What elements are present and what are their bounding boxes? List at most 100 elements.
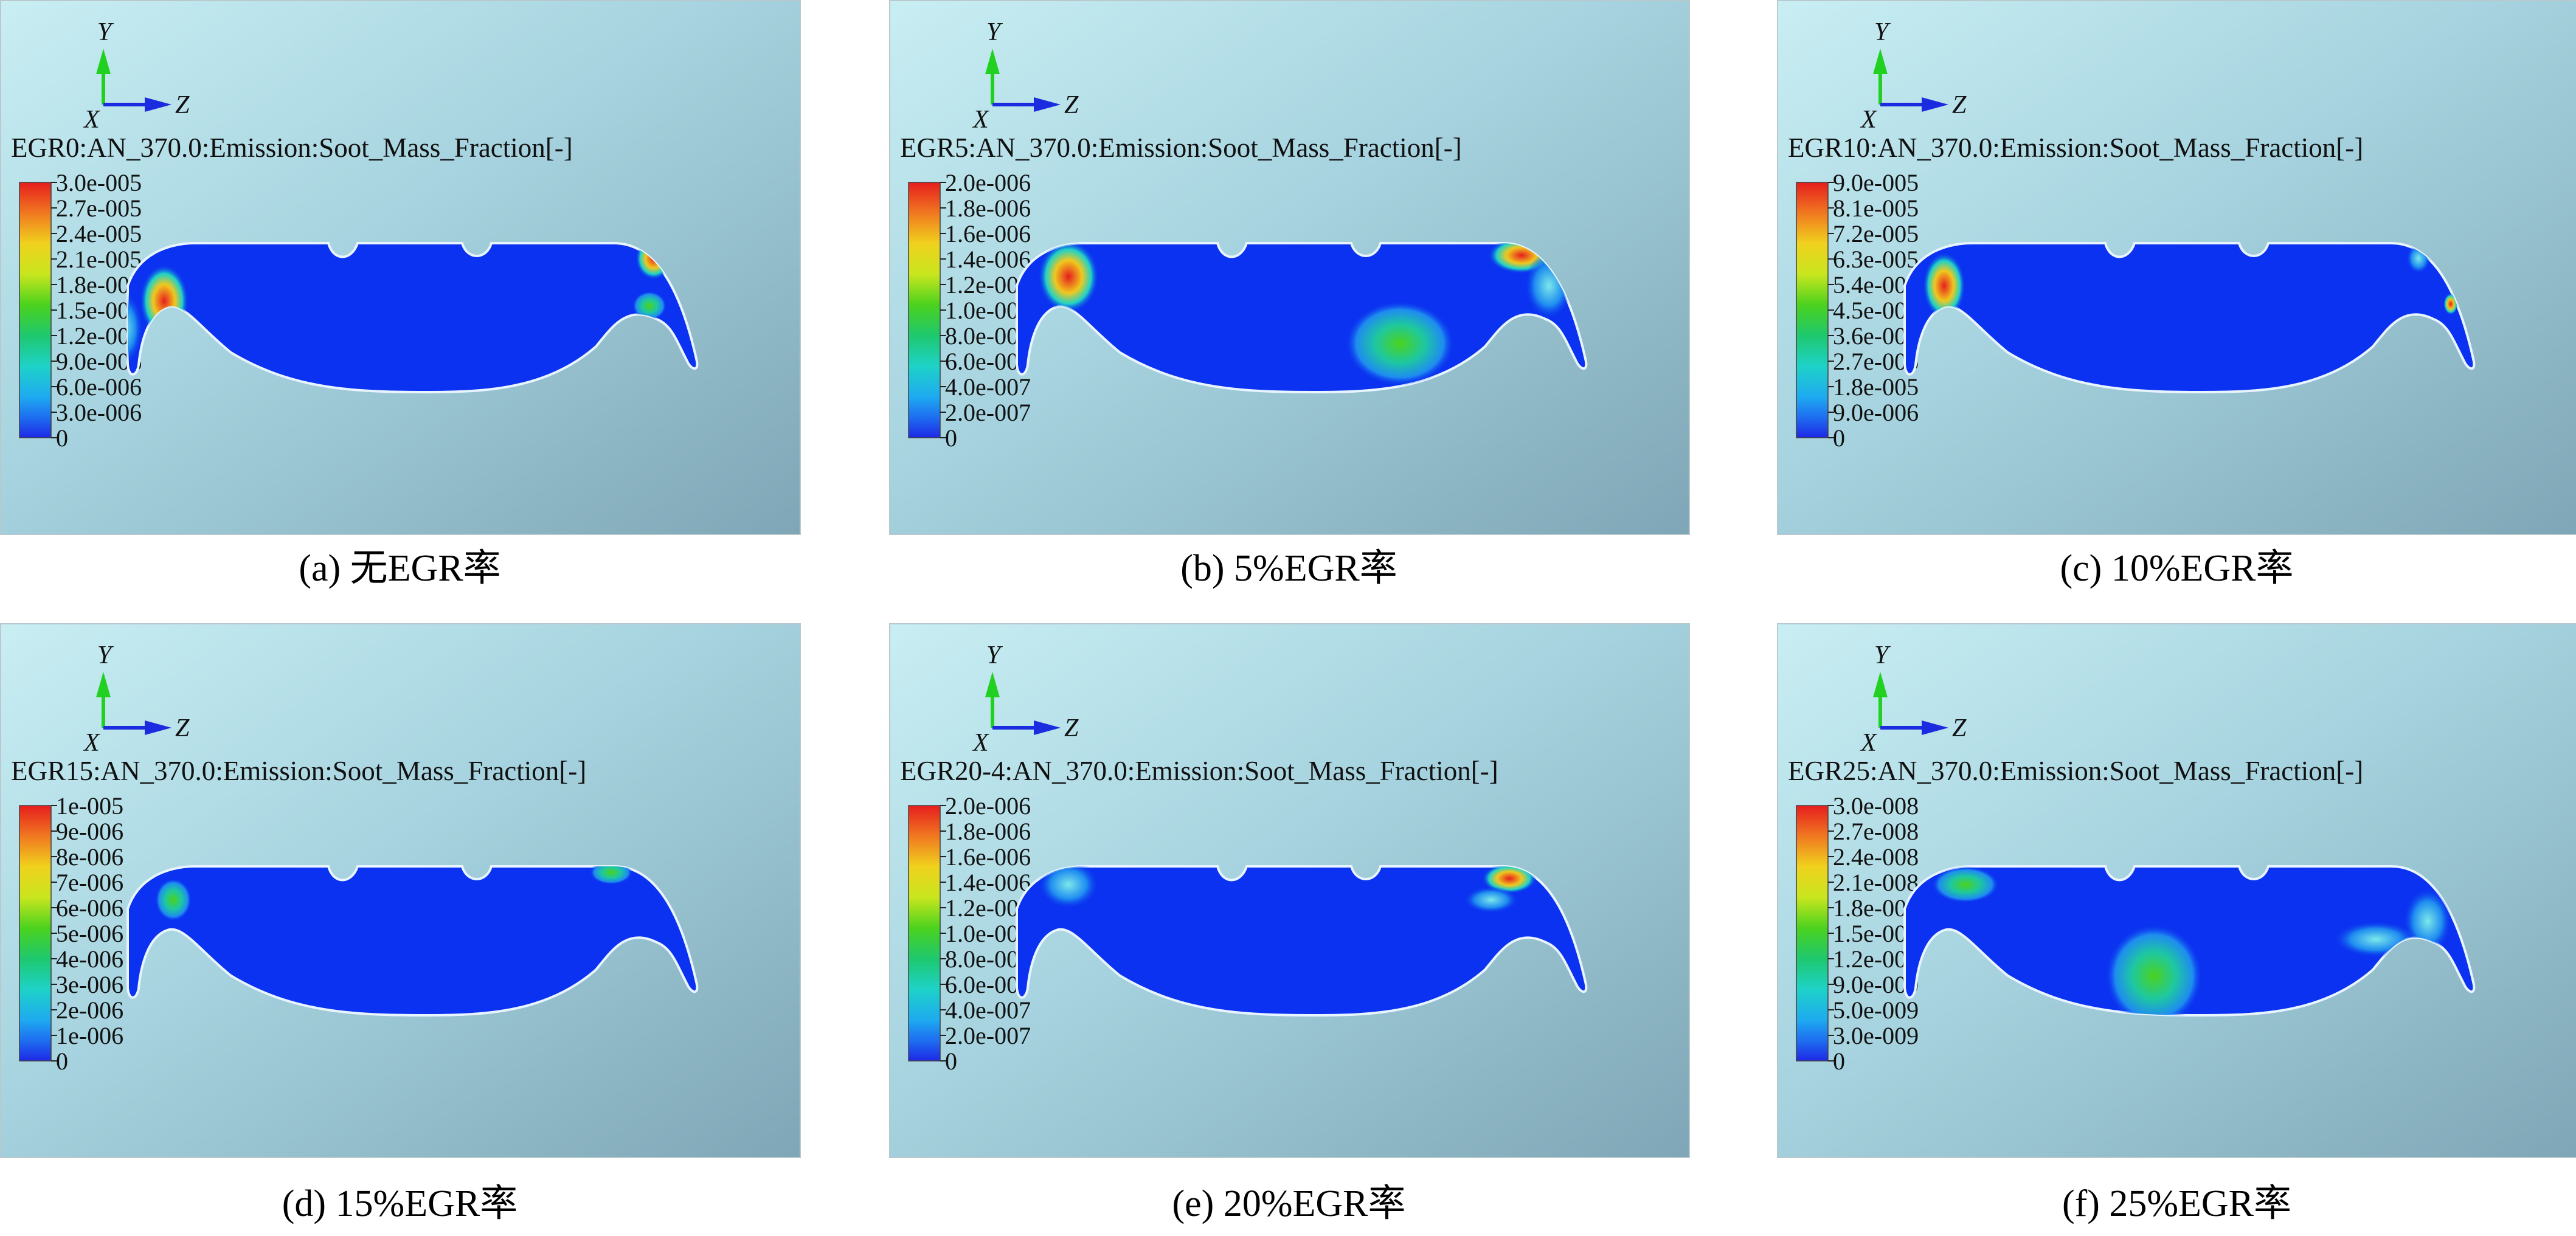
colorbar-tick-label: 0	[56, 1048, 68, 1075]
axis-y-label: Y	[1874, 18, 1891, 46]
colorbar-tick-label: 2.0e-006	[945, 169, 1031, 196]
colorbar-tick-label: 1.8e-006	[945, 818, 1031, 845]
colorbar-tick-label: 6.0e-006	[56, 373, 142, 401]
colorbar-tick-label: 5.0e-009	[1833, 996, 1919, 1024]
colorbar-tick-label: 0	[945, 1048, 957, 1075]
colorbar-tick-label: 2.0e-006	[945, 792, 1031, 820]
panel-a: Y Z XEGR0:AN_370.0:Emission:Soot_Mass_Frac…	[0, 0, 801, 535]
soot-concentration-spot	[1932, 866, 1999, 903]
soot-concentration-spot	[632, 291, 667, 320]
colorbar-tick-label: 2.7e-005	[56, 195, 142, 222]
colorbar-tick-label: 4.0e-007	[945, 373, 1031, 401]
colorbar-tick-label: 7.2e-005	[1833, 220, 1919, 247]
panel-e: Y Z XEGR20-4:AN_370.0:Emission:Soot_Mass_F…	[889, 623, 1690, 1158]
colorbar-tick-label: 0	[56, 424, 68, 452]
axis-z-label: Z	[1952, 91, 1967, 119]
panel-caption: (d) 15%EGR率	[282, 1183, 518, 1224]
soot-concentration-spot	[1464, 886, 1518, 913]
panel-caption: (a) 无EGR率	[299, 548, 500, 589]
combustion-chamber-contour	[126, 865, 699, 1017]
colorbar-tick-label: 2.4e-008	[1833, 843, 1919, 871]
soot-concentration-spot	[1038, 243, 1099, 313]
panel-caption: (c) 10%EGR率	[2060, 548, 2294, 589]
colorbar-tick-label: 8.1e-005	[1833, 195, 1919, 222]
colorbar-tick-label: 6.3e-005	[1833, 246, 1919, 273]
axis-triad-icon: Y Z X	[83, 18, 190, 134]
axis-x-label: X	[83, 106, 101, 134]
combustion-chamber-contour	[1903, 865, 2476, 1017]
colorbar-tick-label: 8e-006	[56, 843, 123, 871]
soot-concentration-spot	[1038, 866, 1099, 909]
colorbar-tick-label: 1.8e-006	[945, 195, 1031, 222]
colorbar-tick-label: 5e-006	[56, 920, 123, 947]
combustion-chamber-contour	[1016, 242, 1588, 394]
colorbar-tick-label: 3.0e-006	[56, 399, 142, 426]
colorbar-tick-label: 1.4e-006	[945, 246, 1031, 273]
panel-title: EGR20-4:AN_370.0:Emission:Soot_Mass_Frac…	[900, 756, 1498, 786]
colorbar-tick-label: 0	[1833, 424, 1845, 452]
axis-y-label: Y	[97, 18, 114, 46]
soot-concentration-spot	[1482, 866, 1537, 894]
colorbar	[1796, 182, 1829, 438]
axis-triad-icon: Y Z X	[1860, 641, 1967, 757]
colorbar-tick-label: 6e-006	[56, 894, 123, 922]
soot-concentration-spot	[2105, 924, 2203, 1015]
panel-caption: (f) 25%EGR率	[2062, 1183, 2291, 1224]
colorbar-tick-label: 1.6e-006	[945, 843, 1031, 871]
colorbar-tick-label: 1.6e-006	[945, 220, 1031, 247]
colorbar-tick-label: 1.8e-005	[1833, 373, 1919, 401]
colorbar-tick-label: 2.1e-008	[1833, 869, 1919, 896]
panel-b: Y Z XEGR5:AN_370.0:Emission:Soot_Mass_Frac…	[889, 0, 1690, 535]
axis-z-label: Z	[1064, 714, 1079, 742]
axis-y-label: Y	[986, 641, 1003, 669]
colorbar-tick-label: 2.7e-008	[1833, 818, 1919, 845]
soot-concentration-spot	[155, 879, 192, 921]
soot-concentration-spot	[1345, 301, 1455, 386]
combustion-chamber-contour	[1016, 865, 1588, 1017]
panel-title: EGR0:AN_370.0:Emission:Soot_Mass_Fractio…	[11, 133, 573, 163]
colorbar-tick-label: 1.4e-006	[945, 869, 1031, 896]
colorbar-tick-label: 9.0e-006	[1833, 399, 1919, 426]
panel-title: EGR10:AN_370.0:Emission:Soot_Mass_Fracti…	[1788, 133, 2363, 163]
panel-caption: (e) 20%EGR率	[1172, 1183, 1406, 1224]
axis-x-label: X	[1860, 106, 1878, 134]
axis-x-label: X	[1860, 729, 1878, 757]
colorbar-tick-label: 2.1e-005	[56, 246, 142, 273]
colorbar-tick-label: 3.0e-009	[1833, 1022, 1919, 1049]
axis-z-label: Z	[175, 714, 190, 742]
axis-triad-icon: Y Z X	[83, 641, 190, 757]
axis-x-label: X	[83, 729, 101, 757]
axis-y-label: Y	[1874, 641, 1891, 669]
colorbar-tick-label: 1e-006	[56, 1022, 123, 1049]
panel-f: Y Z XEGR25:AN_370.0:Emission:Soot_Mass_Fra…	[1777, 623, 2576, 1158]
colorbar-tick-label: 3.0e-008	[1833, 792, 1919, 820]
axis-x-label: X	[972, 106, 990, 134]
soot-concentration-spot	[2443, 293, 2458, 315]
colorbar	[908, 182, 941, 438]
colorbar-tick-label: 0	[945, 424, 957, 452]
colorbar-tick-label: 2.4e-005	[56, 220, 142, 247]
colorbar-tick-label: 2.0e-007	[945, 1022, 1031, 1049]
axis-x-label: X	[972, 729, 990, 757]
colorbar	[19, 182, 52, 438]
axis-z-label: Z	[1952, 714, 1967, 742]
colorbar-tick-label: 3.0e-005	[56, 169, 142, 196]
axis-triad-icon: Y Z X	[972, 641, 1079, 757]
colorbar-tick-label: 2.0e-007	[945, 399, 1031, 426]
colorbar	[908, 805, 941, 1062]
colorbar-tick-label: 4e-006	[56, 945, 123, 973]
colorbar-tick-label: 9e-006	[56, 818, 123, 845]
soot-concentration-spot	[128, 292, 143, 365]
axis-y-label: Y	[97, 641, 114, 669]
colorbar-tick-label: 0	[1833, 1048, 1845, 1075]
panel-title: EGR15:AN_370.0:Emission:Soot_Mass_Fracti…	[11, 756, 586, 786]
soot-concentration-spot	[1923, 252, 1965, 319]
panel-d: Y Z XEGR15:AN_370.0:Emission:Soot_Mass_Fra…	[0, 623, 801, 1158]
colorbar-tick-label: 3e-006	[56, 971, 123, 998]
axis-z-label: Z	[175, 91, 190, 119]
axis-z-label: Z	[1064, 91, 1079, 119]
colorbar-tick-label: 7e-006	[56, 869, 123, 896]
panel-title: EGR5:AN_370.0:Emission:Soot_Mass_Fractio…	[900, 133, 1462, 163]
soot-concentration-spot	[590, 866, 632, 885]
